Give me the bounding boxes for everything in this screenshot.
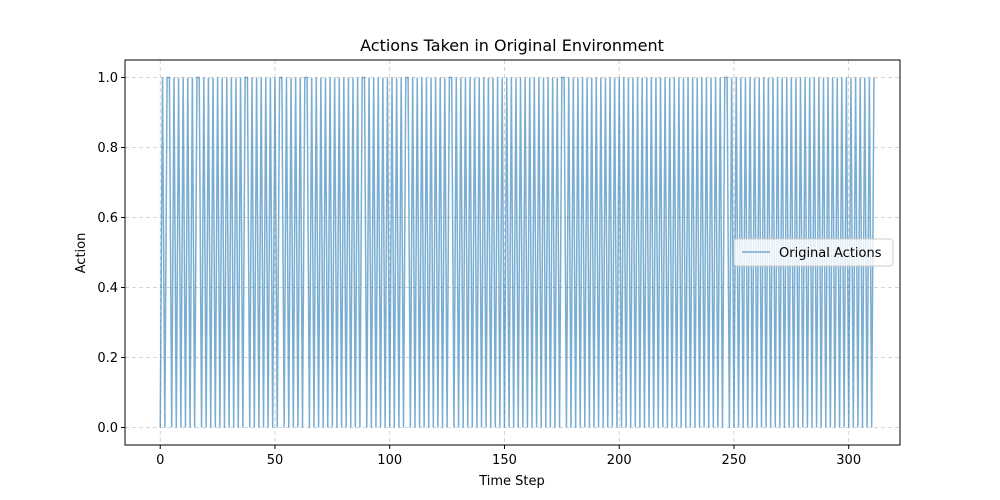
x-tick-label: 50 (267, 453, 284, 468)
tick-layer: 0 50 100 150 200 250 300 0.0 0.2 0.4 0.6 0.8 1.0 (97, 71, 861, 468)
series-layer (159, 76, 875, 428)
x-tick-label: 0 (156, 453, 164, 468)
y-tick-label: 0.6 (97, 211, 118, 226)
series-line-original-actions (159, 76, 875, 428)
x-tick-label: 300 (836, 453, 861, 468)
x-tick-label: 250 (722, 453, 747, 468)
legend-box (733, 238, 894, 267)
x-tick-label: 100 (377, 453, 402, 468)
x-tick-label: 200 (607, 453, 632, 468)
y-tick-label: 0.0 (97, 421, 118, 436)
x-tick-label: 150 (492, 453, 517, 468)
x-axis-label: Time Step (478, 474, 545, 489)
y-tick-label: 0.2 (97, 351, 118, 366)
y-tick-label: 0.4 (97, 281, 118, 296)
plot-frame (124, 59, 901, 446)
chart-title: Actions Taken in Original Environment (360, 36, 664, 55)
y-tick-label: 1.0 (97, 71, 118, 86)
y-tick-label: 0.8 (97, 141, 118, 156)
y-axis-label: Action (74, 233, 89, 274)
legend: Original Actions (733, 238, 894, 267)
legend-label: Original Actions (779, 246, 882, 261)
